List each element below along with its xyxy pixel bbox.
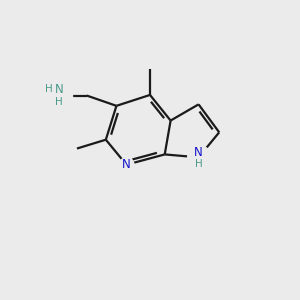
- Text: N: N: [194, 146, 203, 159]
- Text: N: N: [122, 158, 131, 171]
- Text: H: H: [44, 84, 52, 94]
- Text: H: H: [56, 97, 63, 107]
- Text: H: H: [195, 159, 203, 169]
- Text: N: N: [55, 82, 64, 95]
